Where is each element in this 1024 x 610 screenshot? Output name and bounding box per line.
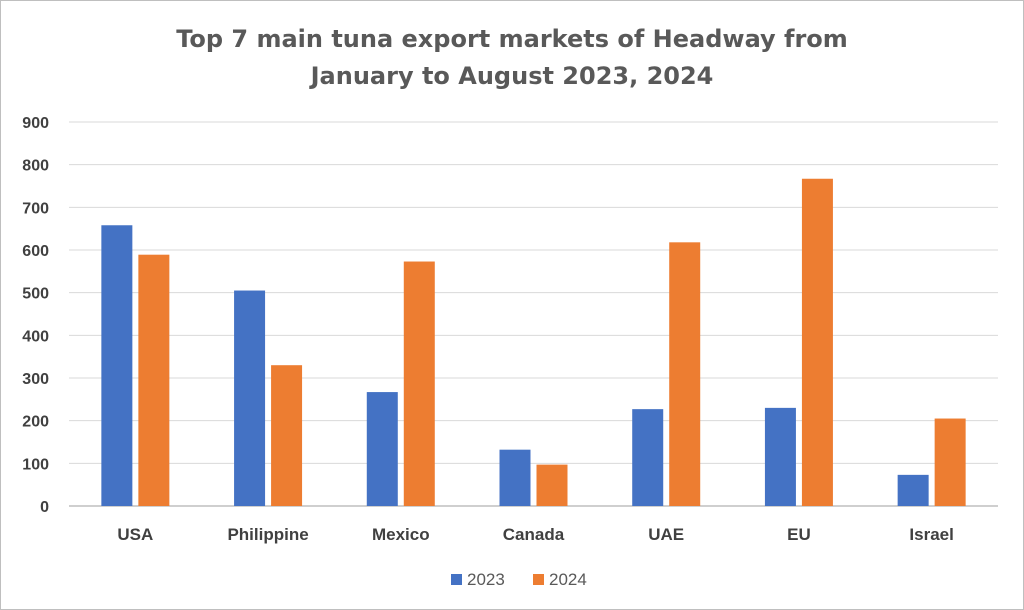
y-tick-label: 500 — [22, 286, 49, 303]
legend-label: 2023 — [467, 570, 505, 589]
y-tick-label: 300 — [22, 371, 49, 388]
y-tick-label: 700 — [22, 200, 49, 217]
legend-label: 2024 — [549, 570, 587, 589]
y-tick-label: 200 — [22, 414, 49, 431]
bar-2024-usa — [138, 254, 170, 506]
x-tick-label: EU — [787, 525, 811, 544]
bar-2024-israel — [934, 418, 966, 506]
bar-2024-eu — [801, 178, 833, 506]
bar-2023-eu — [764, 407, 796, 506]
legend-swatch-2023 — [451, 574, 462, 585]
bar-2024-canada — [536, 464, 568, 506]
y-tick-label: 400 — [22, 328, 49, 345]
bar-2023-mexico — [366, 392, 398, 506]
x-tick-label: Mexico — [372, 525, 430, 544]
bar-2023-israel — [897, 474, 929, 506]
bar-2023-uae — [632, 409, 664, 506]
legend: 2023 2024 — [451, 570, 587, 589]
x-tick-label: USA — [117, 525, 153, 544]
chart-title-line-2: January to August 2023, 2024 — [309, 62, 714, 90]
x-tick-label: Israel — [909, 525, 953, 544]
y-tick-label: 800 — [22, 158, 49, 175]
bars — [101, 178, 966, 506]
bar-2024-mexico — [403, 261, 435, 506]
bar-2023-philippine — [234, 290, 266, 506]
x-tick-label: UAE — [648, 525, 684, 544]
bar-2024-philippine — [271, 365, 303, 506]
gridlines — [69, 121, 998, 507]
chart-title-line-1: Top 7 main tuna export markets of Headwa… — [176, 25, 848, 53]
y-axis-ticks: 0 100 200 300 400 500 600 700 800 900 — [22, 115, 49, 516]
bar-2024-uae — [669, 242, 701, 506]
x-tick-label: Canada — [503, 525, 565, 544]
y-tick-label: 600 — [22, 243, 49, 260]
legend-swatch-2024 — [533, 574, 544, 585]
y-tick-label: 0 — [40, 499, 49, 516]
x-axis-categories: USA Philippine Mexico Canada UAE EU Israel — [117, 525, 953, 544]
bar-2023-usa — [101, 225, 133, 506]
y-tick-label: 900 — [22, 115, 49, 132]
y-tick-label: 100 — [22, 456, 49, 473]
x-tick-label: Philippine — [227, 525, 308, 544]
bar-2023-canada — [499, 449, 531, 506]
